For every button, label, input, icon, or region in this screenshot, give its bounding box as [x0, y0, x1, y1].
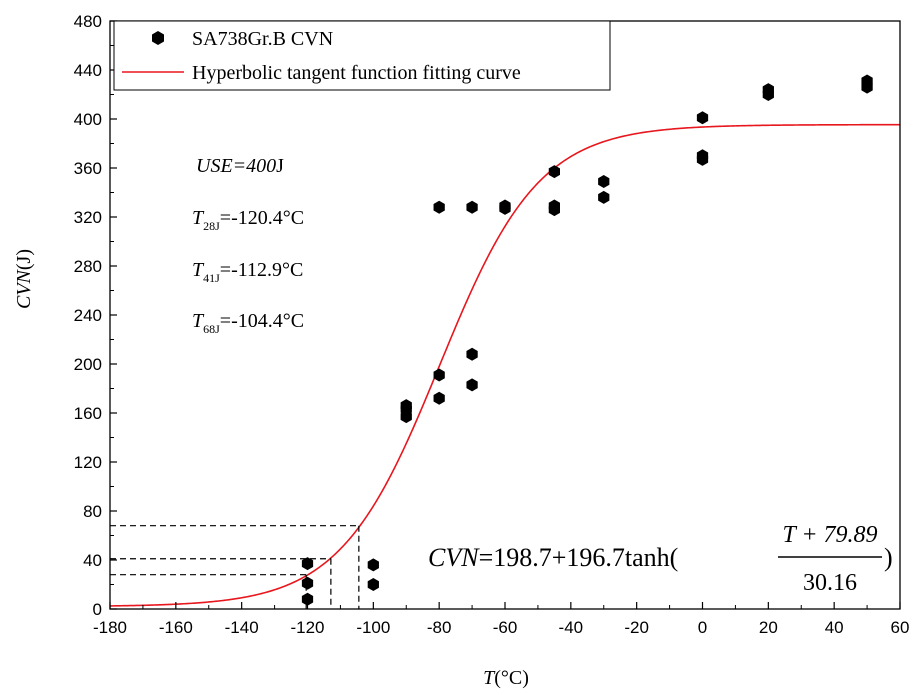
x-tick-label: 0 — [698, 618, 707, 637]
data-point — [466, 200, 478, 214]
x-tick-label: -140 — [225, 618, 259, 637]
data-point — [301, 592, 314, 606]
y-tick-label: 0 — [93, 600, 102, 619]
reference-lines-layer — [110, 525, 360, 609]
y-tick-label: 40 — [83, 551, 102, 570]
t41j-annotation: T41J=-112.9°C — [192, 259, 303, 285]
legend-marker-cvn — [152, 31, 164, 45]
y-tick-label: 440 — [74, 61, 102, 80]
y-tick-label: 320 — [74, 208, 102, 227]
data-point — [367, 578, 379, 591]
y-tick-label: 360 — [74, 159, 102, 178]
equation-close-paren: ) — [884, 543, 893, 572]
data-point — [301, 576, 314, 590]
data-point — [598, 190, 610, 204]
use-annotation: USE=400J — [196, 155, 284, 177]
data-point — [499, 199, 511, 213]
data-point — [301, 557, 314, 571]
data-point — [466, 347, 478, 361]
x-tick-label: 40 — [825, 618, 844, 637]
data-point — [861, 74, 873, 88]
data-point — [400, 399, 412, 413]
data-point — [548, 165, 560, 179]
data-point — [696, 149, 709, 163]
data-point — [367, 558, 379, 572]
x-axis-title: T(°C) — [483, 667, 529, 689]
x-tick-label: -80 — [427, 618, 452, 637]
x-tick-label: -160 — [159, 618, 193, 637]
x-tick-label: 20 — [759, 618, 778, 637]
data-point — [433, 200, 445, 214]
y-tick-label: 160 — [74, 404, 102, 423]
legend: SA738Gr.B CVN Hyperbolic tangent functio… — [113, 20, 611, 91]
x-tick-label: -100 — [356, 618, 390, 637]
x-tick-label: -180 — [93, 618, 127, 637]
data-point — [433, 368, 445, 382]
fit-equation: CVN=198.7+196.7tanh( T + 79.89 30.16 ) — [428, 522, 893, 596]
y-tick-label: 480 — [74, 12, 102, 31]
fit-curve-line — [109, 123, 900, 607]
legend-box — [113, 20, 611, 91]
x-tick-label: -20 — [624, 618, 649, 637]
data-point — [433, 391, 445, 405]
data-point — [548, 199, 560, 213]
y-axis-title: CVN(J) — [13, 249, 35, 309]
x-tick-label: -40 — [559, 618, 584, 637]
x-tick-label: -120 — [290, 618, 324, 637]
x-tick-label: 60 — [891, 618, 910, 637]
t28j-annotation: T28J=-120.4°C — [192, 207, 304, 233]
y-tick-label: 240 — [74, 306, 102, 325]
data-point — [598, 174, 610, 188]
data-point — [466, 378, 478, 392]
fit-curve-layer — [109, 123, 900, 607]
data-points-layer — [301, 74, 873, 606]
y-tick-label: 200 — [74, 355, 102, 374]
x-tick-label: -60 — [493, 618, 518, 637]
t68j-annotation: T68J=-104.4°C — [192, 310, 304, 336]
equation-lhs: CVN=198.7+196.7tanh( — [428, 543, 678, 572]
y-tick-label: 120 — [74, 453, 102, 472]
legend-label-cvn: SA738Gr.B CVN — [192, 28, 333, 50]
legend-label-fit: Hyperbolic tangent function fitting curv… — [192, 62, 521, 84]
equation-denominator: 30.16 — [803, 570, 857, 596]
data-point — [696, 111, 709, 125]
y-tick-label: 80 — [83, 502, 102, 521]
y-tick-label: 400 — [74, 110, 102, 129]
y-tick-label: 280 — [74, 257, 102, 276]
equation-numerator: T + 79.89 — [782, 522, 877, 548]
data-point — [762, 83, 774, 97]
